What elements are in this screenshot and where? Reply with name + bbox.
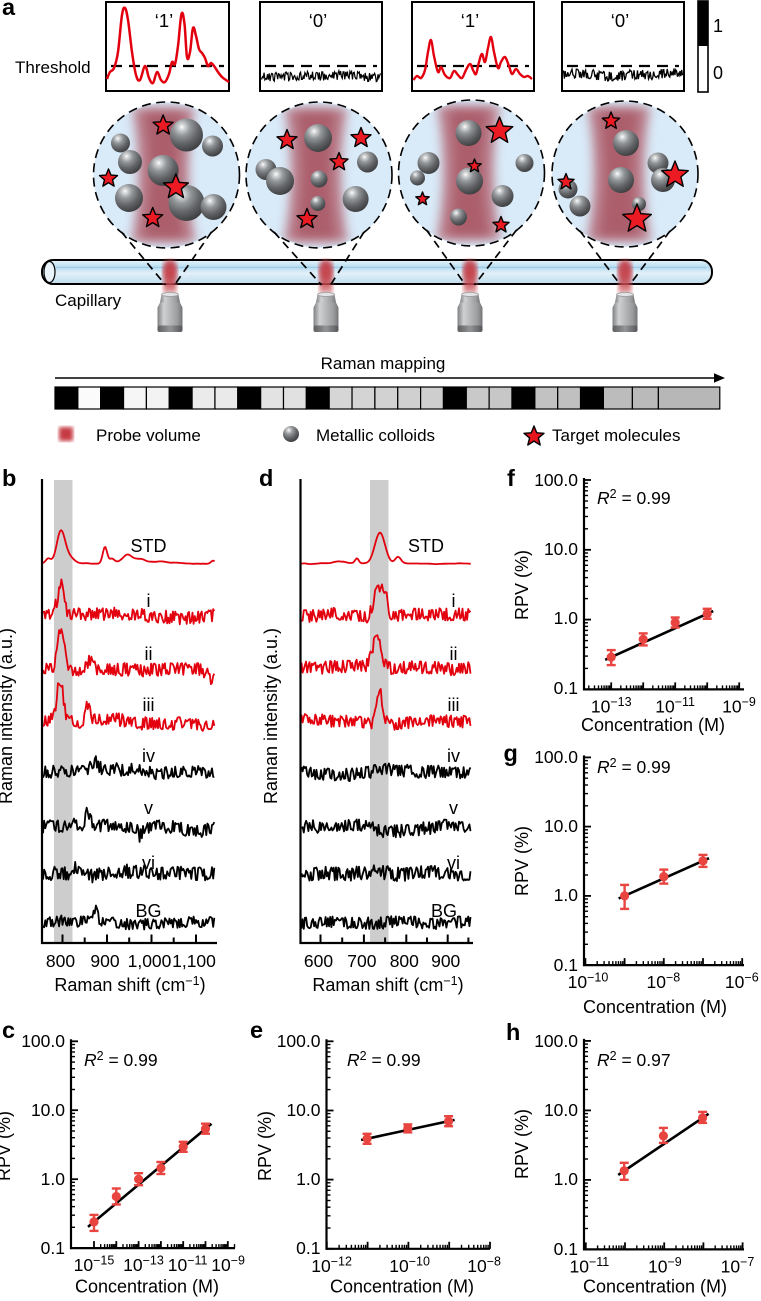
svg-text:1,100: 1,100 bbox=[172, 951, 216, 971]
svg-text:100.0: 100.0 bbox=[21, 1031, 65, 1051]
svg-text:Metallic colloids: Metallic colloids bbox=[316, 426, 435, 445]
svg-text:10.0: 10.0 bbox=[544, 816, 578, 836]
svg-text:v: v bbox=[449, 798, 458, 818]
svg-text:R2 = 0.99: R2 = 0.99 bbox=[84, 1049, 158, 1070]
svg-text:10.0: 10.0 bbox=[544, 539, 578, 559]
svg-text:BG: BG bbox=[431, 901, 457, 921]
svg-text:Concentration (M): Concentration (M) bbox=[581, 715, 725, 735]
svg-text:0.1: 0.1 bbox=[554, 955, 578, 975]
svg-text:Raman shift (cm−1): Raman shift (cm−1) bbox=[54, 974, 205, 995]
svg-text:10.0: 10.0 bbox=[286, 1100, 320, 1120]
svg-text:‘0’: ‘0’ bbox=[309, 10, 328, 31]
svg-text:b: b bbox=[2, 465, 16, 491]
svg-text:Raman intensity (a.u.): Raman intensity (a.u.) bbox=[261, 628, 281, 804]
svg-text:v: v bbox=[144, 798, 153, 818]
svg-text:Concentration (M): Concentration (M) bbox=[583, 1277, 727, 1297]
svg-text:900: 900 bbox=[431, 951, 460, 971]
svg-text:g: g bbox=[504, 740, 518, 766]
svg-text:RPV (%): RPV (%) bbox=[512, 826, 532, 896]
svg-text:900: 900 bbox=[90, 951, 119, 971]
svg-text:‘1’: ‘1’ bbox=[461, 10, 480, 31]
svg-text:10.0: 10.0 bbox=[31, 1100, 65, 1120]
svg-text:i: i bbox=[147, 591, 151, 611]
svg-text:iv: iv bbox=[142, 746, 155, 766]
svg-text:100.0: 100.0 bbox=[534, 470, 578, 490]
svg-text:1.0: 1.0 bbox=[554, 885, 579, 905]
svg-text:1.0: 1.0 bbox=[554, 1169, 579, 1189]
svg-text:Probe volume: Probe volume bbox=[96, 426, 201, 445]
svg-text:Concentration (M): Concentration (M) bbox=[583, 997, 727, 1017]
svg-text:1.0: 1.0 bbox=[296, 1169, 321, 1189]
svg-text:RPV (%): RPV (%) bbox=[0, 1111, 14, 1181]
svg-text:Capillary: Capillary bbox=[55, 291, 122, 310]
svg-text:R2 = 0.99: R2 = 0.99 bbox=[347, 1049, 421, 1070]
svg-text:0.1: 0.1 bbox=[554, 1239, 578, 1259]
svg-text:Raman mapping: Raman mapping bbox=[321, 354, 446, 373]
svg-text:Concentration (M): Concentration (M) bbox=[75, 1277, 219, 1297]
svg-text:RPV (%): RPV (%) bbox=[512, 550, 532, 620]
svg-text:1: 1 bbox=[713, 16, 723, 36]
svg-text:10.0: 10.0 bbox=[544, 1100, 578, 1120]
svg-text:iii: iii bbox=[143, 695, 155, 715]
svg-text:Threshold: Threshold bbox=[15, 58, 91, 77]
svg-text:Target molecules: Target molecules bbox=[552, 426, 681, 445]
svg-text:vi: vi bbox=[447, 853, 460, 873]
svg-text:Concentration (M): Concentration (M) bbox=[330, 1277, 474, 1297]
svg-text:h: h bbox=[506, 1019, 520, 1045]
svg-text:600: 600 bbox=[304, 951, 333, 971]
svg-text:a: a bbox=[2, 0, 16, 20]
svg-text:iv: iv bbox=[447, 746, 460, 766]
svg-text:R2 = 0.99: R2 = 0.99 bbox=[597, 756, 671, 777]
svg-text:BG: BG bbox=[135, 901, 161, 921]
svg-text:STD: STD bbox=[408, 536, 444, 556]
svg-text:100.0: 100.0 bbox=[534, 1031, 578, 1051]
svg-text:1.0: 1.0 bbox=[554, 608, 579, 628]
svg-text:STD: STD bbox=[131, 536, 167, 556]
svg-text:0: 0 bbox=[713, 63, 723, 83]
svg-text:e: e bbox=[250, 1017, 263, 1043]
svg-text:700: 700 bbox=[347, 951, 376, 971]
svg-text:100.0: 100.0 bbox=[277, 1031, 321, 1051]
svg-text:1,000: 1,000 bbox=[128, 951, 172, 971]
svg-text:f: f bbox=[507, 465, 515, 491]
svg-text:0.1: 0.1 bbox=[41, 1238, 65, 1258]
svg-text:‘0’: ‘0’ bbox=[611, 10, 630, 31]
svg-text:Raman shift (cm−1): Raman shift (cm−1) bbox=[312, 974, 463, 995]
svg-text:R2 = 0.99: R2 = 0.99 bbox=[597, 487, 671, 508]
svg-text:0.1: 0.1 bbox=[296, 1238, 320, 1258]
svg-text:800: 800 bbox=[390, 951, 419, 971]
svg-text:c: c bbox=[2, 1017, 15, 1043]
svg-text:R2 = 0.97: R2 = 0.97 bbox=[597, 1049, 671, 1070]
svg-text:ii: ii bbox=[145, 644, 153, 664]
svg-text:100.0: 100.0 bbox=[534, 747, 578, 767]
svg-text:800: 800 bbox=[46, 951, 75, 971]
svg-text:ii: ii bbox=[450, 644, 458, 664]
svg-text:i: i bbox=[452, 591, 456, 611]
svg-text:1.0: 1.0 bbox=[41, 1169, 66, 1189]
svg-text:RPV (%): RPV (%) bbox=[512, 1109, 532, 1179]
svg-text:vi: vi bbox=[142, 853, 155, 873]
svg-text:Raman intensity (a.u.): Raman intensity (a.u.) bbox=[0, 628, 16, 804]
svg-text:0.1: 0.1 bbox=[554, 678, 578, 698]
svg-text:‘1’: ‘1’ bbox=[155, 10, 174, 31]
svg-text:d: d bbox=[259, 465, 273, 491]
svg-text:RPV (%): RPV (%) bbox=[255, 1111, 275, 1181]
svg-text:iii: iii bbox=[448, 695, 460, 715]
